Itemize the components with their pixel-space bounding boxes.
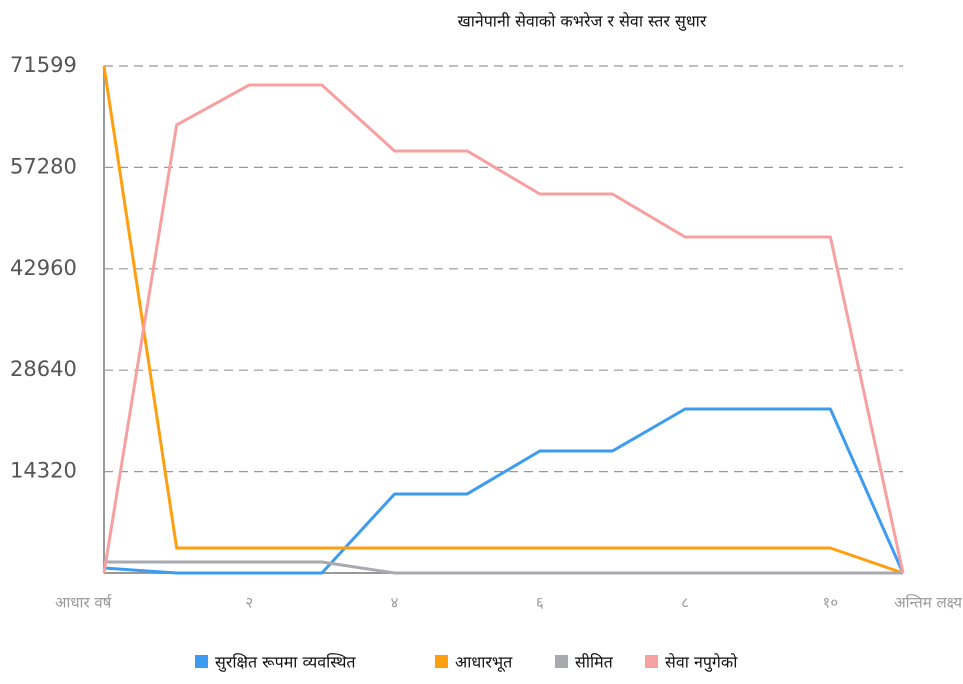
legend-label: सेवा नपुगेको — [665, 653, 738, 673]
x-tick-label: अन्तिम लक्ष्य — [894, 594, 962, 612]
legend-swatch — [555, 655, 568, 668]
legend-label: आधारभूत — [455, 653, 513, 673]
x-tick-label: ४ — [391, 594, 399, 612]
chart-title: खानेपानी सेवाको कभरेज र सेवा स्तर सुधार — [458, 12, 707, 32]
series-line — [102, 83, 905, 574]
x-tick-label: आधार वर्ष — [55, 594, 112, 612]
y-tick-label: 71599 — [10, 53, 77, 77]
x-tick-label: २ — [245, 594, 253, 612]
legend-swatch — [435, 655, 448, 668]
series-line — [103, 407, 905, 575]
series-line — [102, 65, 904, 575]
x-tick-label: ८ — [681, 594, 689, 612]
y-tick-label: 28640 — [10, 357, 77, 381]
legend-swatch — [195, 655, 208, 668]
y-tick-label: 14320 — [10, 459, 77, 483]
series-line — [104, 560, 903, 575]
legend-label: सुरक्षित रूपमा व्यवस्थित — [215, 653, 356, 673]
x-tick-label: १० — [823, 594, 839, 612]
legend-label: सीमित — [575, 653, 614, 672]
x-tick-label: ६ — [536, 594, 544, 612]
legend-swatch — [645, 655, 658, 668]
y-tick-label: 42960 — [10, 256, 77, 280]
y-tick-label: 57280 — [10, 154, 77, 178]
